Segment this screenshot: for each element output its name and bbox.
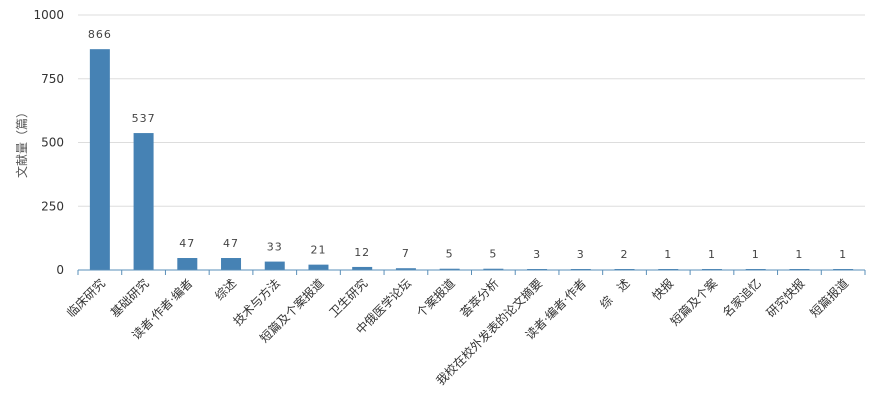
data-label: 1 — [839, 248, 847, 261]
category-label: 荟萃分析 — [458, 276, 502, 320]
data-label: 5 — [446, 248, 454, 261]
y-axis-label: 文献量（篇） — [14, 106, 29, 178]
data-label: 21 — [310, 244, 326, 257]
data-label: 47 — [223, 237, 239, 250]
data-label: 1 — [708, 248, 716, 261]
category-label: 基础研究 — [107, 276, 152, 321]
data-label: 47 — [179, 237, 195, 250]
x-axis — [77, 269, 866, 275]
data-label: 3 — [577, 248, 585, 261]
bar — [264, 261, 285, 270]
bar — [308, 264, 329, 270]
y-tick-label: 1000 — [33, 8, 64, 22]
grid-lines — [78, 14, 865, 207]
data-label: 7 — [402, 247, 410, 260]
bar — [89, 49, 110, 270]
category-label: 综 述 — [597, 276, 632, 311]
data-label: 1 — [664, 248, 672, 261]
bar — [395, 268, 416, 270]
category-label: 综述 — [212, 276, 239, 303]
data-label: 3 — [533, 248, 541, 261]
category-label: 短篇报道 — [807, 276, 852, 321]
bar — [133, 133, 154, 270]
bar — [439, 268, 460, 270]
data-label: 1 — [795, 248, 803, 261]
bars — [89, 49, 854, 270]
y-tick-label: 250 — [41, 199, 64, 213]
y-axis-ticks: 0 250 500 750 1000 — [33, 8, 64, 277]
category-label: 短篇及个案 — [667, 276, 720, 329]
bar — [177, 258, 198, 270]
category-label: 临床研究 — [63, 276, 108, 321]
y-tick-label: 0 — [56, 263, 64, 277]
data-label: 866 — [88, 28, 112, 41]
category-label: 快报 — [649, 276, 677, 304]
category-label: 个案报道 — [413, 276, 458, 321]
y-tick-label: 500 — [41, 136, 64, 150]
data-label: 537 — [132, 112, 156, 125]
data-label: 5 — [489, 248, 497, 261]
y-tick-label: 750 — [41, 72, 64, 86]
data-label: 33 — [267, 241, 283, 254]
bar — [483, 268, 504, 270]
data-label: 12 — [354, 246, 370, 259]
category-label: 名家追忆 — [719, 276, 764, 321]
data-label: 2 — [621, 248, 629, 261]
bar — [221, 258, 242, 270]
category-label: 卫生研究 — [326, 276, 371, 321]
category-label: 研究快报 — [763, 276, 808, 321]
bar — [352, 266, 373, 270]
data-label: 1 — [752, 248, 760, 261]
